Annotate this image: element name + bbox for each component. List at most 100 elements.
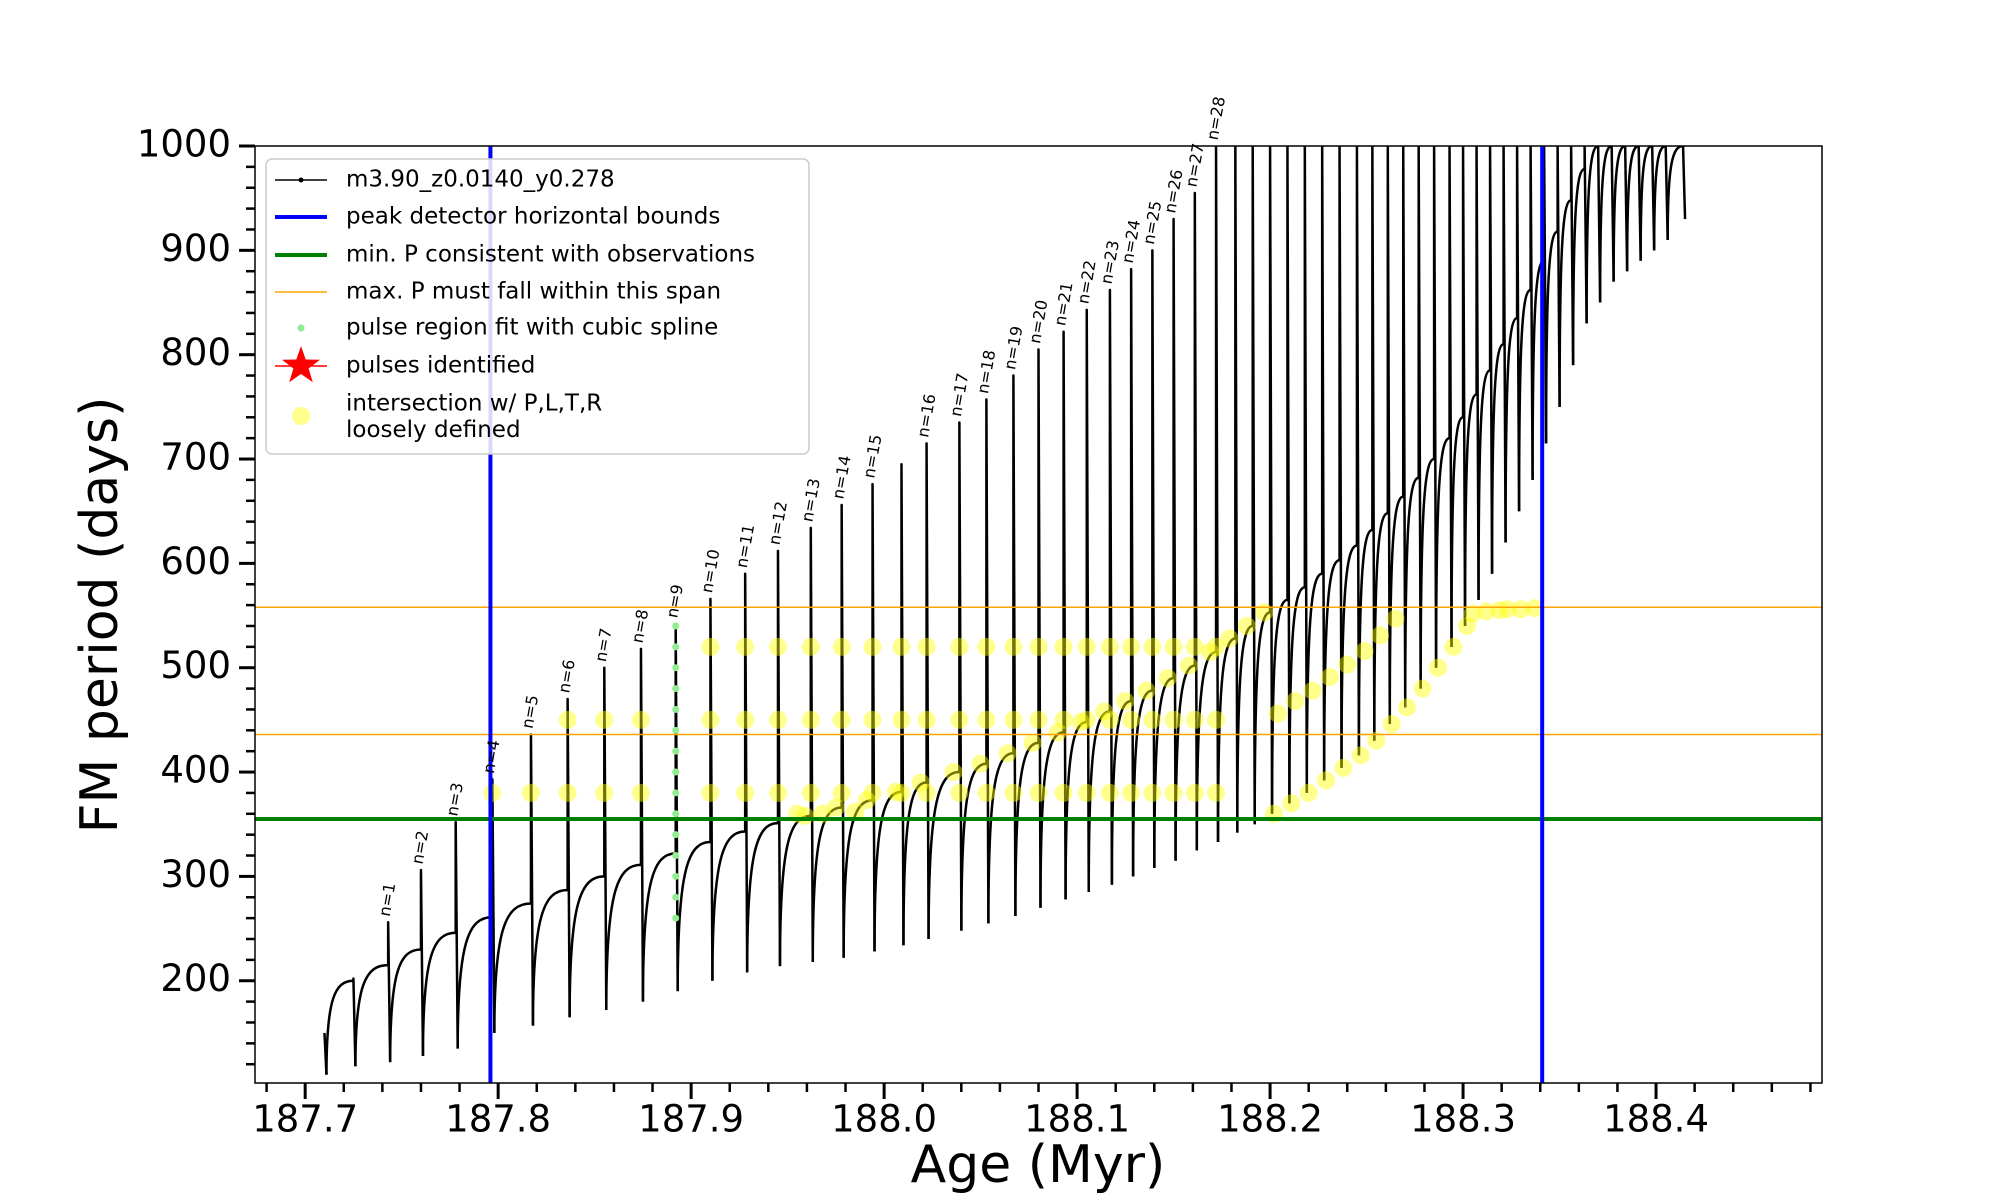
scatter-point bbox=[1490, 601, 1509, 620]
scatter-point bbox=[863, 637, 882, 656]
scatter-point bbox=[595, 710, 614, 729]
scatter-point bbox=[701, 783, 720, 802]
x-tick-label: 187.8 bbox=[445, 1098, 551, 1141]
scatter-point bbox=[950, 710, 969, 729]
pulse-line bbox=[1558, 146, 1575, 407]
pulse-line bbox=[1322, 146, 1343, 781]
pulse-line bbox=[1270, 146, 1291, 814]
pulse-line bbox=[354, 921, 392, 1067]
scatter-point bbox=[672, 768, 680, 776]
pulse-line bbox=[1174, 191, 1199, 861]
scatter-point bbox=[768, 710, 787, 729]
y-tick-label: 500 bbox=[160, 644, 231, 687]
scatter-point bbox=[701, 710, 720, 729]
legend-label: peak detector horizontal bounds bbox=[346, 204, 720, 230]
scatter-point bbox=[1207, 637, 1226, 656]
pulse-line bbox=[676, 597, 714, 992]
legend-box bbox=[265, 158, 810, 455]
scatter-point bbox=[672, 622, 680, 630]
scatter-point bbox=[672, 643, 680, 651]
scatter-point bbox=[1054, 783, 1073, 802]
scatter-point bbox=[886, 782, 905, 801]
scatter-point bbox=[1525, 599, 1544, 618]
scatter-point bbox=[1511, 600, 1530, 619]
scatter-point bbox=[558, 783, 577, 802]
x-tick-label: 188.4 bbox=[1603, 1098, 1709, 1141]
scatter-point bbox=[1122, 637, 1141, 656]
pulse-line bbox=[778, 526, 815, 967]
scatter-point bbox=[1237, 616, 1256, 635]
scatter-point bbox=[1207, 783, 1226, 802]
scatter-point bbox=[558, 710, 577, 729]
y-tick-label: 300 bbox=[160, 853, 231, 896]
legend-handle bbox=[292, 407, 310, 425]
scatter-point bbox=[1158, 669, 1177, 688]
scatter-point bbox=[971, 754, 990, 773]
scatter-point bbox=[832, 637, 851, 656]
pulse-line bbox=[1153, 217, 1177, 869]
scatter-point bbox=[1048, 723, 1067, 742]
scatter-point bbox=[1355, 642, 1374, 661]
scatter-point bbox=[1137, 681, 1156, 700]
scatter-point bbox=[736, 637, 755, 656]
scatter-point bbox=[1029, 783, 1048, 802]
pulse-line bbox=[1434, 146, 1453, 668]
pulse-line bbox=[493, 733, 535, 1033]
scatter-point bbox=[1143, 637, 1162, 656]
scatter-point bbox=[1320, 668, 1339, 687]
pulse-line bbox=[1305, 146, 1326, 793]
scatter-point bbox=[1071, 712, 1090, 731]
scatter-point bbox=[1463, 604, 1482, 623]
scatter-point bbox=[863, 710, 882, 729]
x-tick-label: 188.1 bbox=[1024, 1098, 1130, 1141]
scatter-point bbox=[672, 852, 680, 860]
scatter-point bbox=[857, 791, 876, 810]
scatter-point bbox=[801, 637, 820, 656]
x-tick-label: 188.0 bbox=[831, 1098, 937, 1141]
scatter-point bbox=[521, 783, 540, 802]
pulse-line bbox=[902, 442, 930, 946]
scatter-point bbox=[1185, 783, 1204, 802]
scatter-point bbox=[1004, 783, 1023, 802]
pulse-line bbox=[1477, 146, 1494, 600]
legend-label: min. P consistent with observations bbox=[346, 242, 755, 268]
scatter-point bbox=[1457, 616, 1476, 635]
pulse-line bbox=[811, 503, 845, 962]
legend-label: pulse region fit with cubic spline bbox=[346, 315, 718, 341]
scatter-point bbox=[1282, 794, 1301, 813]
pulse-line bbox=[745, 549, 782, 973]
scatter-point bbox=[1255, 603, 1274, 622]
pulse-line bbox=[1517, 146, 1534, 512]
pulse-line bbox=[927, 421, 963, 940]
x-tick-label: 188.3 bbox=[1410, 1098, 1516, 1141]
axes: 200 300 400 500 600 700 800 900 1000 187.7 187.8 18… bbox=[137, 123, 1812, 1141]
scatter-point bbox=[672, 705, 680, 713]
pulse-line bbox=[1288, 146, 1309, 804]
scatter-point bbox=[1116, 692, 1135, 711]
scatter-point bbox=[1334, 758, 1353, 777]
scatter-point bbox=[911, 773, 930, 792]
pulse-line bbox=[987, 374, 1017, 924]
legend-label: intersection w/ P,L,T,R loosely defined bbox=[346, 390, 602, 442]
scatter-point bbox=[1185, 637, 1204, 656]
scatter-point bbox=[1428, 658, 1447, 677]
scatter-point bbox=[768, 783, 787, 802]
scatter-point bbox=[672, 789, 680, 797]
pulse-line bbox=[325, 977, 357, 1075]
legend-label: pulses identified bbox=[346, 353, 535, 379]
y-tick-label: 800 bbox=[160, 331, 231, 374]
pulse-line bbox=[1419, 146, 1438, 689]
scatter-point bbox=[1029, 637, 1048, 656]
pulse-line bbox=[1087, 288, 1114, 893]
scatter-point bbox=[1207, 710, 1226, 729]
scatter-point bbox=[1100, 783, 1119, 802]
pulse-line bbox=[1571, 146, 1588, 366]
x-tick-label: 187.9 bbox=[638, 1098, 744, 1141]
pulse-line bbox=[1110, 267, 1135, 885]
scatter-point bbox=[977, 783, 996, 802]
scatter-point bbox=[631, 783, 650, 802]
scatter-point bbox=[1444, 637, 1463, 656]
scatter-point bbox=[1164, 783, 1183, 802]
scatter-point bbox=[917, 710, 936, 729]
pulse-line bbox=[1388, 146, 1407, 725]
